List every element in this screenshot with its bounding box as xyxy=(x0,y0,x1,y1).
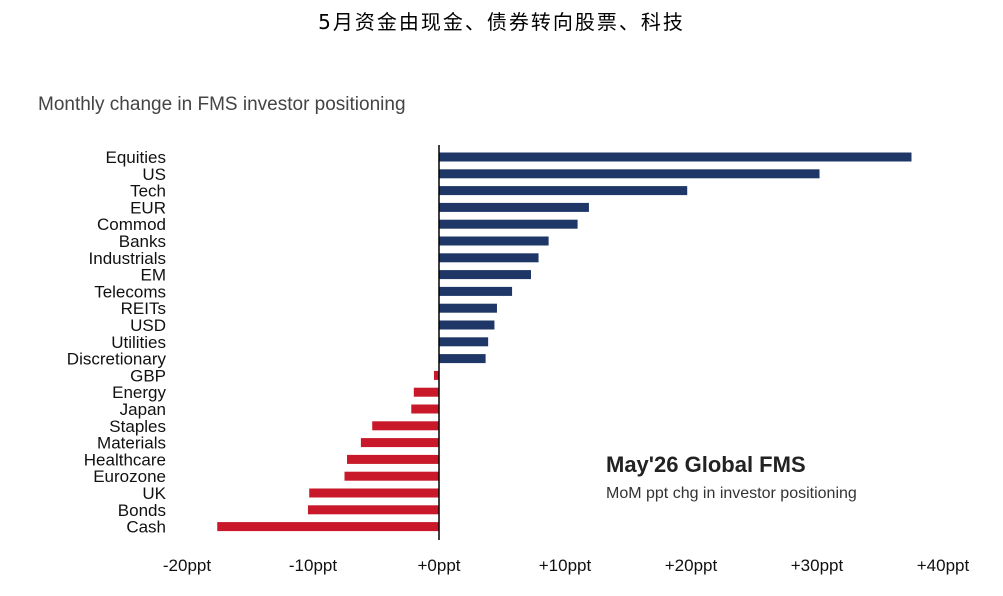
bar-staples xyxy=(372,421,439,431)
category-label: REITs xyxy=(121,299,166,318)
x-tick-label: +30ppt xyxy=(791,556,844,575)
category-label: Commod xyxy=(97,215,166,234)
category-label: Staples xyxy=(109,417,166,436)
category-label: Cash xyxy=(126,518,166,537)
category-label: Materials xyxy=(97,434,166,453)
bar-commod xyxy=(439,219,578,229)
page-title: 5月资金由现金、债券转向股票、科技 xyxy=(318,10,685,34)
bar-banks xyxy=(439,236,549,246)
category-label: Japan xyxy=(120,400,166,419)
category-label: EM xyxy=(141,266,167,285)
category-label: Equities xyxy=(106,148,166,167)
bar-reits xyxy=(439,303,497,313)
annotation-subtitle: MoM ppt chg in investor positioning xyxy=(606,485,857,502)
category-label: Discretionary xyxy=(67,350,167,369)
x-tick-label: -20ppt xyxy=(163,556,211,575)
category-labels: EquitiesUSTechEURCommodBanksIndustrialsE… xyxy=(67,148,167,537)
category-label: Utilities xyxy=(111,333,166,352)
bar-usd xyxy=(439,320,495,330)
bar-em xyxy=(439,270,531,280)
x-axis-ticks: -20ppt -10ppt +0ppt +10ppt +20ppt +30ppt +40pp… xyxy=(163,556,970,575)
category-label: EUR xyxy=(130,198,166,217)
bar-energy xyxy=(413,387,439,397)
chart-subtitle: Monthly change in FMS investor positioni… xyxy=(38,94,406,115)
category-label: GBP xyxy=(130,366,166,385)
bar-materials xyxy=(360,438,439,448)
bar-telecoms xyxy=(439,286,513,296)
bar-uk xyxy=(309,488,439,498)
bar-equities xyxy=(439,152,912,162)
category-label: Eurozone xyxy=(93,467,166,486)
x-tick-label: +20ppt xyxy=(665,556,718,575)
bar-discretionary xyxy=(439,354,486,364)
bar-eurozone xyxy=(344,471,439,481)
category-label: Energy xyxy=(112,383,166,402)
category-label: Telecoms xyxy=(94,282,166,301)
x-tick-label: +0ppt xyxy=(417,556,460,575)
bar-japan xyxy=(411,404,439,414)
bar-utilities xyxy=(439,337,489,347)
annotation-title: May'26 Global FMS xyxy=(606,452,806,477)
category-label: Industrials xyxy=(89,249,166,268)
bar-gbp xyxy=(433,370,439,380)
bar-eur xyxy=(439,202,589,212)
category-label: Banks xyxy=(119,232,166,251)
bar-cash xyxy=(217,522,439,532)
bar-us xyxy=(439,169,820,179)
category-label: Tech xyxy=(130,182,166,201)
bar-bonds xyxy=(307,505,439,515)
x-tick-label: -10ppt xyxy=(289,556,337,575)
bar-industrials xyxy=(439,253,539,263)
bars-layer xyxy=(217,152,912,532)
bar-tech xyxy=(439,186,688,196)
x-tick-label: +40ppt xyxy=(917,556,970,575)
category-label: US xyxy=(142,165,166,184)
category-label: Healthcare xyxy=(84,450,166,469)
category-label: UK xyxy=(142,484,166,503)
x-tick-label: +10ppt xyxy=(539,556,592,575)
category-label: Bonds xyxy=(118,501,166,520)
bar-healthcare xyxy=(347,454,439,464)
category-label: USD xyxy=(130,316,166,335)
